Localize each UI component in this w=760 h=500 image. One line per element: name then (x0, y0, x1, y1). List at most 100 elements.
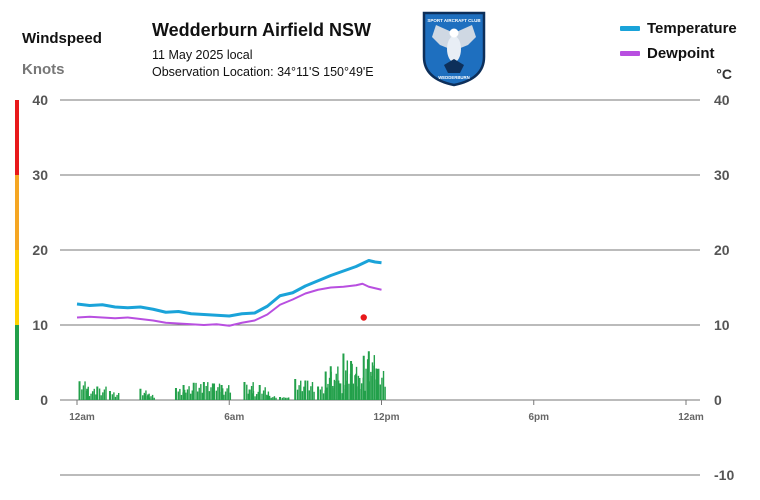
wind-bar (342, 353, 345, 400)
wind-bar (117, 392, 120, 400)
wind-bar (174, 388, 177, 400)
wind-bar (304, 380, 307, 400)
wind-bar (324, 371, 327, 400)
wind-bar (81, 389, 83, 400)
wind-bar (229, 392, 232, 400)
wind-bar (322, 393, 325, 400)
wind-bar (224, 391, 227, 400)
wind-bar (98, 388, 101, 400)
observation-date: 11 May 2025 local (152, 48, 253, 62)
wind-bar (362, 355, 365, 400)
wind-bar (243, 382, 246, 400)
observation-location: Observation Location: 34°11'S 150°49'E (152, 65, 374, 79)
wind-bar (142, 395, 144, 400)
wind-bar (84, 381, 86, 400)
wind-bar (192, 382, 195, 400)
wind-scale-band (15, 250, 19, 325)
wind-bar (262, 390, 265, 400)
wind-bar (82, 385, 85, 400)
wind-bar (103, 389, 106, 400)
wind-bar (189, 393, 192, 400)
wind-bar (78, 381, 81, 400)
wind-bar (88, 396, 91, 400)
wind-bar (200, 384, 202, 400)
wind-bar (201, 392, 204, 400)
wind-bar (272, 397, 274, 400)
wind-bar (102, 392, 104, 400)
legend-temperature-label: Temperature (647, 20, 737, 37)
wind-bar (213, 383, 216, 400)
wind-bar (96, 386, 99, 400)
wind-bar (317, 386, 320, 400)
wind-bar (266, 395, 269, 400)
wind-bar (284, 397, 287, 400)
wind-bar (382, 370, 385, 400)
wind-bar (87, 386, 89, 400)
wind-scale-band (15, 325, 19, 400)
legend-dewpoint-swatch (620, 51, 640, 56)
wind-bar (357, 375, 360, 400)
wind-bar (223, 394, 225, 400)
wind-bar (351, 363, 353, 400)
wind-bar (91, 391, 94, 400)
wind-bar (294, 379, 297, 400)
wind-bar (350, 361, 353, 400)
wind-bar (153, 397, 155, 400)
wind-bar (148, 393, 150, 400)
wind-bar (270, 397, 272, 400)
wind-bar (326, 387, 328, 400)
wind-bar (346, 360, 349, 400)
wind-bar (264, 387, 266, 400)
wind-bar (332, 388, 334, 400)
wind-bar (251, 393, 253, 400)
wind-bar (376, 369, 379, 400)
wind-bar (306, 380, 309, 400)
chart-title: Wedderburn Airfield NSW (152, 20, 372, 40)
wind-bar (298, 385, 300, 400)
wind-bar (108, 391, 111, 400)
wind-bar (148, 397, 151, 400)
wind-bar (345, 370, 347, 400)
wind-bar (300, 380, 302, 400)
windspeed-axis-title: Windspeed (22, 30, 102, 47)
wind-bar (90, 393, 92, 400)
wind-bar (268, 395, 271, 400)
wind-bar (93, 388, 95, 400)
wind-bar (210, 387, 212, 400)
wind-bar (113, 392, 115, 400)
wind-bar (303, 386, 305, 400)
wind-bar (379, 384, 382, 400)
wind-bar (86, 388, 89, 400)
wind-bar (281, 397, 283, 400)
wind-bar (267, 391, 270, 400)
wind-bar (283, 397, 285, 400)
x-tick-label: 12pm (373, 412, 399, 423)
wind-bar (248, 389, 251, 400)
wind-bar (319, 389, 322, 400)
wind-bar (258, 385, 261, 400)
legend-dewpoint-label: Dewpoint (647, 45, 715, 62)
x-tick-label: 6pm (528, 412, 549, 423)
legend-temperature-swatch (620, 26, 640, 31)
left-tick-label: 20 (32, 242, 48, 258)
wind-bar (333, 380, 336, 400)
wind-bar (341, 393, 343, 400)
wind-bar (275, 397, 277, 400)
logo-text-top: SPORT AIRCRAFT CLUB (427, 18, 481, 23)
wind-bar (198, 387, 200, 400)
legend-temperature: Temperature (620, 20, 737, 37)
logo-text-bottom: WEDDERBURN (438, 75, 470, 80)
wind-bar (252, 382, 254, 400)
windspeed-axis-units: Knots (22, 61, 65, 78)
wind-bar (279, 397, 281, 400)
wind-bar (348, 383, 350, 400)
x-tick-label: 12am (69, 412, 95, 423)
left-tick-label: 30 (32, 167, 48, 183)
wind-bar (367, 351, 370, 400)
wind-bar (114, 396, 117, 400)
wind-bar (372, 365, 374, 400)
wind-bar (183, 389, 186, 400)
x-tick-label: 12am (678, 412, 704, 423)
series-line-dewpoint (76, 282, 382, 327)
wind-bar (301, 391, 304, 400)
